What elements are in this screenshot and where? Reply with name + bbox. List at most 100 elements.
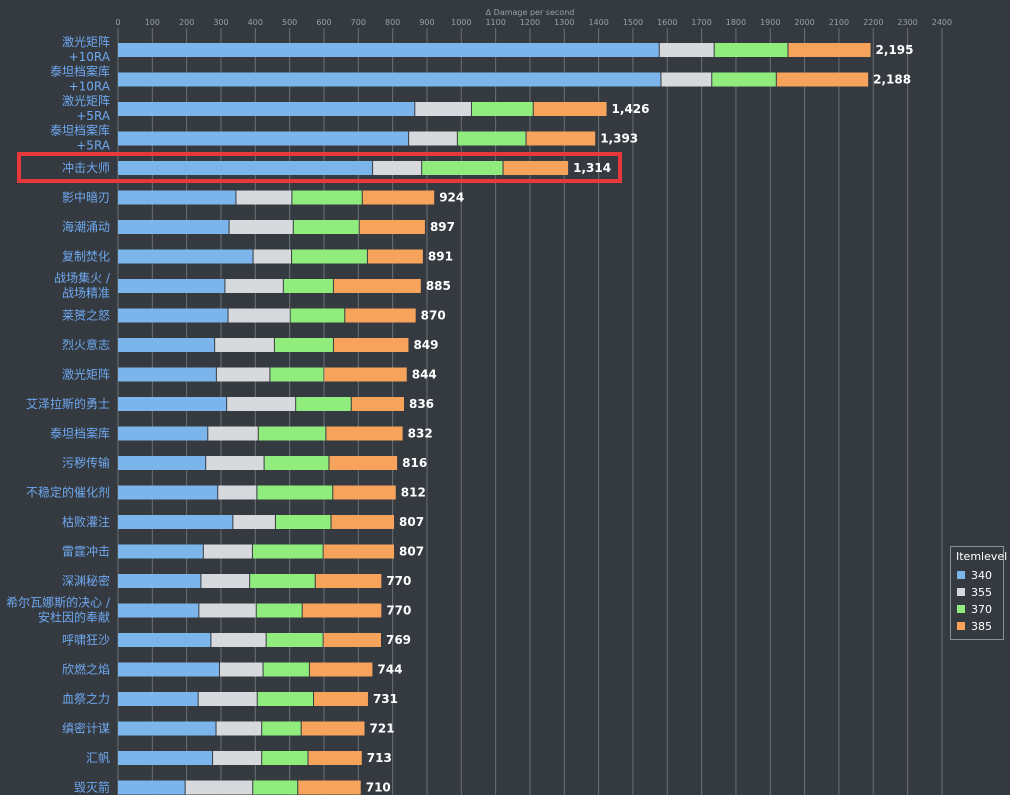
bar-segment-355[interactable] (229, 220, 293, 234)
bar-segment-355[interactable] (206, 456, 264, 470)
bar-segment-385[interactable] (333, 279, 421, 293)
bar-segment-340[interactable] (118, 279, 225, 293)
bar-segment-385[interactable] (359, 220, 425, 234)
bar-segment-370[interactable] (296, 397, 351, 411)
bar-segment-385[interactable] (367, 249, 423, 264)
bar-segment-355[interactable] (216, 721, 262, 736)
bar-segment-385[interactable] (362, 190, 435, 205)
category-label[interactable]: 莱赟之怒 (62, 308, 110, 323)
bar-segment-385[interactable] (345, 308, 416, 323)
bar-segment-340[interactable] (118, 367, 216, 382)
bar-segment-355[interactable] (198, 692, 257, 706)
bar-segment-355[interactable] (227, 397, 296, 411)
bar-segment-340[interactable] (118, 397, 227, 411)
bar-segment-370[interactable] (275, 515, 331, 529)
category-label[interactable]: 毁灭箭 (74, 780, 110, 795)
bar-segment-355[interactable] (211, 633, 266, 647)
bar-segment-370[interactable] (290, 308, 345, 323)
bar-segment-340[interactable] (118, 43, 659, 57)
category-label[interactable]: 希尔瓦娜斯的决心 /安杜因的奉献 (6, 595, 111, 625)
bar-segment-385[interactable] (308, 751, 362, 765)
bar-segment-355[interactable] (659, 43, 714, 57)
category-label[interactable]: 海潮涌动 (62, 219, 110, 234)
bar-segment-385[interactable] (314, 692, 368, 706)
bar-segment-340[interactable] (118, 633, 211, 647)
bar-segment-355[interactable] (208, 426, 258, 441)
bar-segment-340[interactable] (118, 662, 219, 677)
category-label[interactable]: 泰坦档案库+5RA (50, 123, 111, 153)
category-label[interactable]: 影中暗刃 (62, 190, 110, 205)
category-label[interactable]: 烈火意志 (62, 337, 110, 352)
bar-segment-340[interactable] (118, 308, 228, 323)
bar-segment-355[interactable] (213, 751, 262, 765)
bar-segment-340[interactable] (118, 515, 233, 529)
bar-segment-340[interactable] (118, 338, 215, 352)
bar-segment-355[interactable] (236, 190, 292, 205)
bar-segment-340[interactable] (118, 190, 236, 205)
bar-segment-355[interactable] (225, 279, 283, 293)
bar-segment-355[interactable] (199, 603, 256, 618)
bar-segment-340[interactable] (118, 780, 185, 795)
category-label[interactable]: 深渊秘密 (62, 573, 110, 588)
bar-segment-355[interactable] (215, 338, 274, 352)
category-label[interactable]: 雷霆冲击 (62, 544, 110, 559)
bar-segment-355[interactable] (409, 131, 457, 146)
bar-segment-370[interactable] (250, 574, 315, 588)
bar-segment-340[interactable] (118, 485, 218, 500)
bar-segment-370[interactable] (422, 161, 503, 175)
category-label[interactable]: 复制焚化 (62, 250, 110, 264)
category-label[interactable]: 呼啸狂沙 (62, 633, 110, 647)
bar-segment-355[interactable] (201, 574, 250, 588)
bar-segment-370[interactable] (258, 426, 326, 441)
bar-segment-355[interactable] (253, 249, 292, 264)
bar-segment-370[interactable] (263, 662, 309, 677)
bar-segment-340[interactable] (118, 751, 213, 765)
bar-segment-355[interactable] (415, 102, 471, 116)
bar-segment-355[interactable] (373, 161, 422, 175)
bar-segment-370[interactable] (270, 367, 324, 382)
bar-segment-370[interactable] (292, 190, 362, 205)
category-label[interactable]: 血祭之力 (62, 692, 110, 706)
bar-segment-370[interactable] (457, 131, 526, 146)
bar-segment-340[interactable] (118, 721, 216, 736)
bar-segment-385[interactable] (301, 721, 365, 736)
category-label[interactable]: 污秽传输 (62, 455, 110, 470)
category-label[interactable]: 冲击大师 (62, 160, 110, 175)
bar-segment-370[interactable] (274, 338, 333, 352)
bar-segment-370[interactable] (256, 603, 302, 618)
bar-segment-370[interactable] (257, 485, 333, 500)
category-label[interactable]: 枯败灌注 (62, 514, 110, 529)
bar-segment-340[interactable] (118, 72, 661, 87)
category-label[interactable]: 激光矩阵 (62, 368, 110, 382)
bar-segment-370[interactable] (253, 780, 298, 795)
bar-segment-385[interactable] (323, 633, 381, 647)
bar-segment-385[interactable] (333, 485, 396, 500)
category-label[interactable]: 艾泽拉斯的勇士 (26, 396, 110, 411)
category-label[interactable]: 战场集火 /战场精准 (54, 270, 111, 300)
bar-segment-355[interactable] (219, 662, 263, 677)
bar-segment-370[interactable] (471, 102, 533, 116)
bar-segment-340[interactable] (118, 456, 206, 470)
bar-segment-370[interactable] (262, 721, 301, 736)
bar-segment-355[interactable] (661, 72, 712, 87)
bar-segment-385[interactable] (776, 72, 869, 87)
bar-segment-370[interactable] (712, 72, 776, 87)
category-label[interactable]: 激光矩阵+10RA (62, 35, 111, 64)
bar-segment-385[interactable] (351, 397, 404, 411)
bar-segment-370[interactable] (293, 220, 359, 234)
bar-segment-355[interactable] (203, 544, 252, 559)
bar-segment-385[interactable] (331, 515, 395, 529)
bar-segment-370[interactable] (283, 279, 333, 293)
category-label[interactable]: 欣燃之焰 (62, 662, 110, 677)
bar-segment-385[interactable] (309, 662, 373, 677)
bar-segment-385[interactable] (533, 102, 607, 116)
bar-segment-385[interactable] (329, 456, 398, 470)
bar-segment-385[interactable] (302, 603, 382, 618)
bar-segment-370[interactable] (257, 692, 314, 706)
bar-segment-385[interactable] (788, 43, 871, 57)
bar-segment-385[interactable] (526, 131, 596, 146)
bar-segment-370[interactable] (252, 544, 323, 559)
bar-segment-340[interactable] (118, 220, 229, 234)
bar-segment-385[interactable] (503, 161, 569, 175)
bar-segment-355[interactable] (216, 367, 270, 382)
